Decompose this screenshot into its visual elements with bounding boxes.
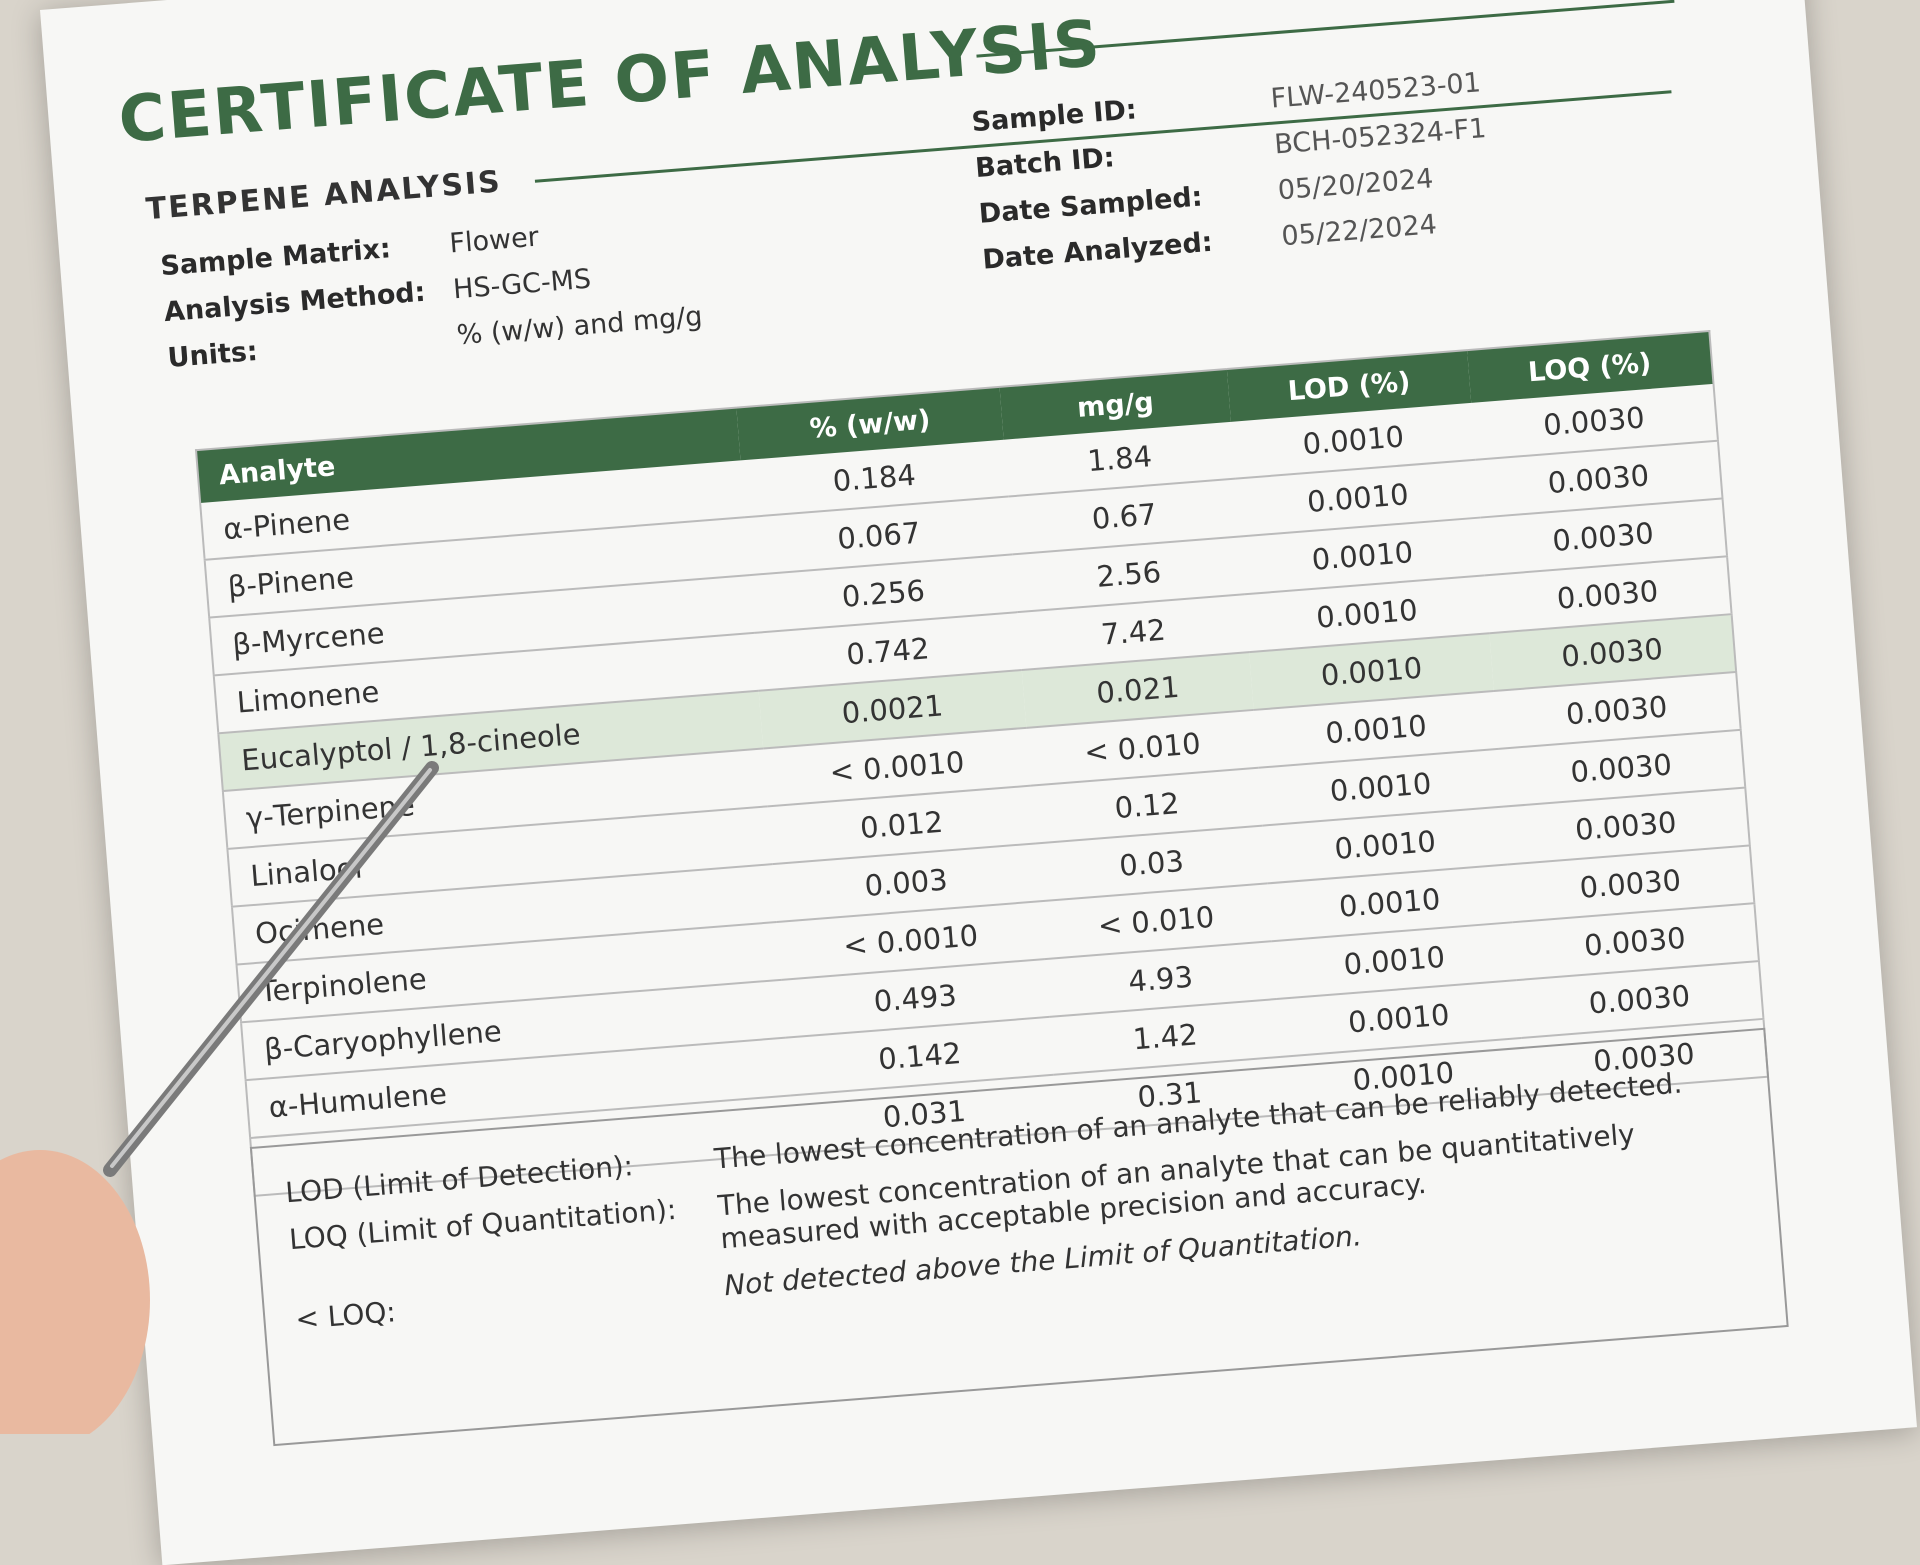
pointer-highlight bbox=[110, 768, 432, 1168]
pointer-overlay bbox=[0, 761, 439, 1434]
finger bbox=[0, 1150, 150, 1434]
